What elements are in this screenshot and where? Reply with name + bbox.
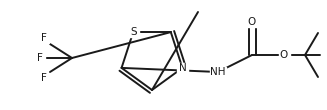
Text: O: O <box>248 17 256 27</box>
Bar <box>127 27 139 37</box>
Bar <box>39 34 49 42</box>
Text: S: S <box>130 27 136 37</box>
Bar <box>279 50 289 60</box>
Text: NH: NH <box>210 67 226 77</box>
Text: O: O <box>280 50 288 60</box>
Bar <box>35 53 45 62</box>
Bar <box>177 63 188 73</box>
Bar <box>39 73 49 82</box>
Text: F: F <box>41 73 47 83</box>
Bar <box>247 17 257 27</box>
Text: F: F <box>37 53 43 63</box>
Text: N: N <box>179 63 186 73</box>
Text: F: F <box>41 33 47 43</box>
Bar <box>210 67 226 77</box>
